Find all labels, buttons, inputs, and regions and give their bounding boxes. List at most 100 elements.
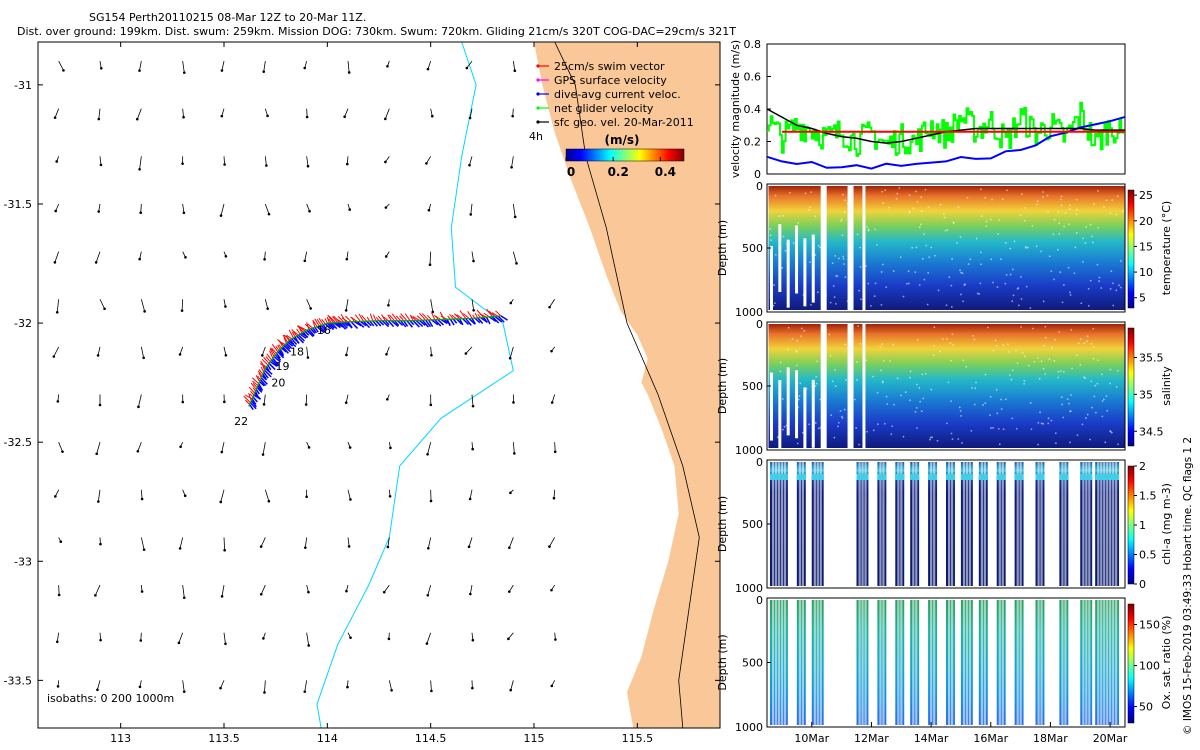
dac-vector — [400, 320, 407, 328]
colorbar-tick-label: 100 — [1139, 660, 1160, 673]
geo-velocity-arrowhead — [95, 452, 99, 456]
profile-gap — [968, 462, 972, 586]
profile-gap — [864, 600, 867, 725]
profile-sample — [974, 387, 977, 390]
profile-sample — [929, 438, 931, 441]
profile-sample — [921, 257, 924, 260]
swim-vector — [404, 313, 411, 321]
geo-velocity-arrowhead — [259, 592, 263, 596]
geo-velocity-arrowhead — [177, 641, 181, 645]
profile-sample — [960, 415, 962, 417]
swim-vector — [431, 312, 436, 320]
swim-vector — [333, 315, 341, 323]
geo-velocity-arrowhead — [430, 353, 433, 357]
geo-velocity-arrowhead — [465, 66, 469, 70]
profile-sample — [1089, 438, 1091, 441]
profile-sample — [1081, 423, 1084, 426]
profile-sample — [1066, 398, 1069, 401]
geo-velocity-arrowhead — [382, 590, 386, 594]
geo-velocity-arrowhead — [548, 305, 551, 309]
profile-sample — [971, 387, 973, 389]
profile-sample — [920, 196, 923, 199]
geo-velocity-arrow — [387, 537, 390, 548]
chl-max-band — [811, 474, 824, 480]
profile-sample — [997, 428, 1000, 430]
geo-velocity-arrowhead — [182, 690, 186, 693]
profile-sample — [885, 395, 888, 398]
geo-velocity-arrowhead — [98, 403, 102, 407]
profile-gap — [933, 600, 936, 725]
profile-sample — [958, 406, 961, 409]
map-axes: 113 113.5 114 114.5 115 115.5 -31 -31.5 -32 -32.5… — [4, 42, 720, 745]
profile-gap — [801, 600, 804, 725]
colorbar-tick-label: 0.4 — [655, 165, 676, 179]
geo-velocity-arrow — [138, 394, 142, 407]
profile-sample — [905, 282, 908, 285]
profile-gap — [816, 600, 819, 725]
profile-gap — [933, 462, 936, 586]
geo-velocity-arrowhead — [550, 349, 553, 353]
profile-sample — [902, 295, 905, 298]
velocity-ytick-label: 0.4 — [744, 103, 762, 116]
profile-sample — [829, 301, 832, 304]
colorbar-tick-label: 25 — [1139, 189, 1153, 202]
section-data-block — [895, 462, 905, 586]
profile-sample — [859, 342, 862, 345]
profile-sample — [1069, 291, 1071, 294]
profile-sample — [1030, 428, 1033, 431]
profile-gap — [1106, 600, 1109, 725]
profile-gap — [900, 600, 903, 725]
geo-velocity-arrow — [388, 680, 392, 691]
profile-gap — [1019, 600, 1022, 725]
profile-sample — [915, 190, 917, 193]
swim-vector — [395, 315, 402, 322]
geo-velocity-arrowhead — [309, 307, 312, 310]
section-colorbar — [1127, 603, 1135, 724]
profile-sample — [1020, 275, 1022, 278]
geo-velocity-arrowhead — [224, 642, 227, 646]
profile-sample — [1061, 403, 1064, 406]
geo-velocity-arrowhead — [219, 214, 223, 217]
dac-vector — [252, 396, 258, 403]
profile-sample — [986, 326, 989, 329]
profile-sample — [882, 359, 885, 362]
geo-velocity-arrowhead — [303, 66, 307, 70]
profile-sample — [1020, 326, 1023, 328]
profile-sample — [1098, 280, 1101, 282]
profile-sample — [1082, 260, 1084, 263]
geo-velocity-arrow — [99, 156, 102, 165]
time-axis: 10Mar 12Mar 14Mar 16Mar 18Mar 20Mar — [794, 722, 1128, 745]
profile-sample — [914, 271, 917, 274]
geo-velocity-arrowhead — [99, 542, 102, 546]
profile-sample — [781, 398, 784, 400]
profile-sample — [837, 425, 839, 428]
profile-sample — [795, 351, 798, 353]
dac-vector — [341, 321, 348, 329]
velocity-panel: 0 0.2 0.4 0.6 0.8 velocity magnitude (m/s) — [729, 38, 1126, 181]
profile-sample — [1047, 417, 1050, 420]
section-data-block — [796, 462, 806, 586]
geo-velocity-arrowhead — [385, 352, 388, 356]
dac-vector — [263, 369, 272, 378]
geo-velocity-arrow — [466, 60, 473, 69]
profile-sample — [831, 262, 834, 265]
profile-sample — [1079, 364, 1082, 366]
geo-velocity-arrowhead — [56, 400, 60, 403]
swim-vector — [263, 356, 270, 364]
colorbar-tick-label: 35.5 — [1139, 352, 1164, 365]
profile-sample — [779, 434, 782, 437]
geo-velocity-arrow — [429, 251, 432, 265]
section-ytick-label: 500 — [742, 657, 763, 670]
dac-vector — [250, 400, 257, 408]
profile-sample — [933, 254, 936, 257]
profile-gap — [861, 462, 864, 586]
geo-velocity-arrowhead — [344, 401, 348, 404]
profile-sample — [884, 189, 887, 192]
geo-velocity-arrowhead — [510, 166, 513, 169]
profile-gap — [795, 225, 799, 294]
profile-sample — [995, 344, 998, 347]
profile-sample — [985, 225, 988, 228]
section-data-block — [946, 600, 955, 725]
profile-sample — [998, 443, 1001, 446]
profile-sample — [1093, 203, 1095, 205]
